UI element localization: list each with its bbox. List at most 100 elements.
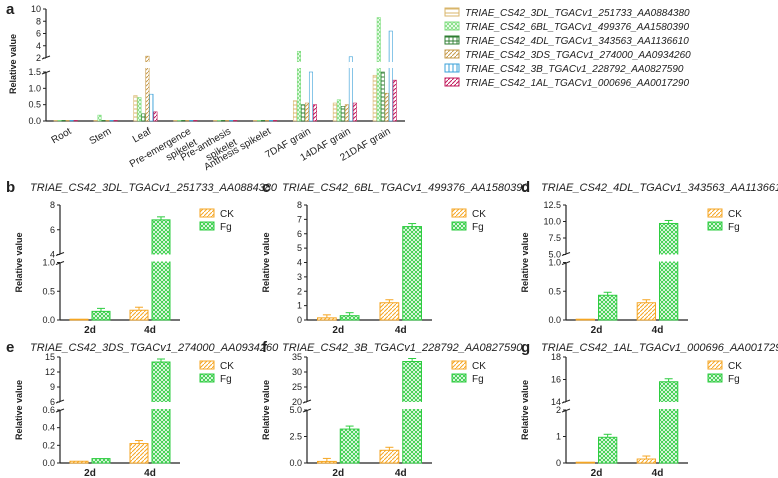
panel-g-lower-tick-label: 0 xyxy=(556,458,561,468)
panel-a-bar-break-gap xyxy=(348,62,354,68)
panel-a-bar-14DAF grain-2 xyxy=(340,106,345,122)
panel-g-lower-tick-label: 1 xyxy=(556,432,561,442)
panel-a-bar-Anthesis spikelet-5 xyxy=(273,120,278,122)
panel-b-bar-fg-2d xyxy=(91,310,111,321)
panel-g-bar-fg-2d xyxy=(598,436,618,464)
panel-a-bar-Stem-0 xyxy=(93,120,98,122)
panel-e-upper-tick-label: 12 xyxy=(45,367,55,377)
panel-g-y-label: Relative value xyxy=(520,380,530,440)
panel-g-category-label-4d: 4d xyxy=(652,468,664,478)
panel-b-lower-tick-label: 1.0 xyxy=(42,258,55,268)
panel-a-bar-21DAF grain-4 xyxy=(388,30,393,122)
panel-e-legend-swatch-ck xyxy=(199,360,215,370)
panel-e-bar-break-gap xyxy=(151,402,171,409)
panel-g-bar-fg-4d xyxy=(659,381,679,464)
panel-a-bar-break-gap xyxy=(145,62,150,68)
panel-e-bar-fg-4d xyxy=(151,361,171,464)
panel-d-bar-ck-2d xyxy=(575,318,596,321)
panel-f-letter: f xyxy=(262,339,268,356)
panel-a-bar-21DAF grain-3 xyxy=(384,92,389,122)
panel-a-bar-Pre-emergence spikelet-1 xyxy=(177,120,182,122)
panel-f-category-label-2d: 2d xyxy=(332,468,344,478)
panel-a-bar-Pre-anthesis spikelet-2 xyxy=(221,120,226,122)
panel-d-y-label: Relative value xyxy=(520,232,530,292)
panel-f-y-label: Relative value xyxy=(261,380,271,440)
panel-b-bar-ck-2d xyxy=(69,318,89,321)
panel-b-legend-swatch-fg xyxy=(199,221,215,231)
panel-e-upper-tick-label: 15 xyxy=(45,352,55,362)
panel-a-bar-Root-5 xyxy=(73,120,78,122)
panel-a-lower-tick-label: 1.5 xyxy=(28,67,41,77)
panel-c-tick-label: 1 xyxy=(297,301,302,311)
panel-c-bar-fg-4d xyxy=(402,226,422,321)
panel-a-bar-Stem-2 xyxy=(101,120,106,122)
panel-a-legend-label-0: TRIAE_CS42_3DL_TGACv1_251733_AA0884380 xyxy=(465,8,690,19)
panel-d-letter: d xyxy=(521,179,530,196)
panel-c-tick-label: 4 xyxy=(297,258,302,268)
panel-c-tick-label: 6 xyxy=(297,229,302,239)
panel-e-lower-tick-label: 0.6 xyxy=(42,405,55,415)
panel-c-bar-fg-2d xyxy=(339,315,360,321)
panel-d-legend-label-fg: Fg xyxy=(728,222,740,233)
panel-a-bar-break-gap xyxy=(376,62,381,68)
panel-a-bar-Pre-emergence spikelet-2 xyxy=(181,120,186,122)
panel-a-bar-Anthesis spikelet-3 xyxy=(265,120,270,122)
panel-d-title: TRIAE_CS42_4DL_TGACv1_343563_AA1136610 xyxy=(541,182,778,194)
panel-a-bar-21DAF grain-5 xyxy=(392,79,397,122)
panel-a-bar-break-gap xyxy=(296,62,302,68)
panel-c-title: TRIAE_CS42_6BL_TGACv1_499376_AA1580390 xyxy=(282,182,529,194)
panel-a-bar-7DAF grain-3 xyxy=(304,102,309,122)
panel-a-legend-label-3: TRIAE_CS42_3DS_TGACv1_274000_AA0934260 xyxy=(465,50,691,61)
panel-e-title: TRIAE_CS42_3DS_TGACv1_274000_AA0934260 xyxy=(30,342,279,354)
panel-a-bar-Anthesis spikelet-2 xyxy=(261,120,266,122)
panel-a-legend-label-2: TRIAE_CS42_4DL_TGACv1_343563_AA1136610 xyxy=(465,36,689,47)
panel-a-bar-14DAF grain-0 xyxy=(332,102,337,122)
panel-b-legend-label-ck: CK xyxy=(220,209,234,220)
panel-a-bar-Stem-4 xyxy=(109,120,114,122)
panel-b-lower-tick-label: 0.5 xyxy=(42,286,55,296)
panel-a-legend-label-4: TRIAE_CS42_3B_TGACv1_228792_AA0827590 xyxy=(465,64,684,75)
panel-f-legend-swatch-fg xyxy=(451,373,467,383)
panel-d-lower-tick-label: 1.0 xyxy=(548,258,561,268)
panel-a-bar-Pre-emergence spikelet-0 xyxy=(173,120,178,122)
panel-c-legend-swatch-ck xyxy=(451,208,467,218)
panel-a-bar-Leaf-5 xyxy=(153,111,158,122)
panel-a-bar-14DAF grain-5 xyxy=(352,102,357,122)
panel-f-legend-label-ck: CK xyxy=(472,361,486,372)
panel-e-lower-tick-label: 0.4 xyxy=(42,423,55,433)
panel-b-category-label-4d: 4d xyxy=(144,325,156,336)
panel-c-y-label: Relative value xyxy=(261,232,271,292)
panel-e-bar-ck-2d xyxy=(69,460,89,464)
panel-d-upper-tick-label: 10.0 xyxy=(543,217,561,227)
panel-a-legend-swatch-3 xyxy=(444,49,460,59)
panel-a-bar-Anthesis spikelet-1 xyxy=(257,120,262,122)
panel-g-legend-swatch-fg xyxy=(707,373,723,383)
panel-e-category-label-2d: 2d xyxy=(84,468,96,478)
panel-g-lower-tick-label: 2 xyxy=(556,405,561,415)
panel-d-bar-fg-2d xyxy=(598,294,618,321)
panel-f-category-label-4d: 4d xyxy=(395,468,407,478)
panel-d-bar-fg-4d xyxy=(659,222,679,321)
panel-e-y-label: Relative value xyxy=(14,380,24,440)
panel-f-lower-tick-label: 5.0 xyxy=(289,405,302,415)
panel-g-bar-ck-4d xyxy=(636,458,657,464)
panel-a-bar-Root-1 xyxy=(57,120,62,122)
panel-a-letter: a xyxy=(6,1,15,18)
panel-a-bar-Pre-anthesis spikelet-4 xyxy=(229,120,234,122)
panel-a-bar-Root-4 xyxy=(69,120,74,122)
panel-a-bar-Leaf-1 xyxy=(137,97,142,122)
panel-c-bar-ck-2d xyxy=(317,317,337,321)
panel-f-upper-tick-label: 25 xyxy=(292,382,302,392)
panel-e-bar-fg-2d xyxy=(91,458,111,464)
panel-d-legend-swatch-ck xyxy=(707,208,723,218)
panel-a-bar-Pre-emergence spikelet-3 xyxy=(185,120,190,122)
panel-e-bar-ck-4d xyxy=(129,443,149,464)
panel-c-legend-label-ck: CK xyxy=(472,209,486,220)
panel-g-upper-tick-label: 16 xyxy=(551,375,561,385)
panel-b-bar-break-gap xyxy=(151,254,171,262)
panel-b-lower-tick-label: 0.0 xyxy=(42,315,55,325)
panel-a-legend-label-5: TRIAE_CS42_1AL_TGACv1_000696_AA0017290 xyxy=(465,78,689,89)
panel-a-bar-7DAF grain-4 xyxy=(308,71,313,122)
panel-f-legend-label-fg: Fg xyxy=(472,374,484,385)
